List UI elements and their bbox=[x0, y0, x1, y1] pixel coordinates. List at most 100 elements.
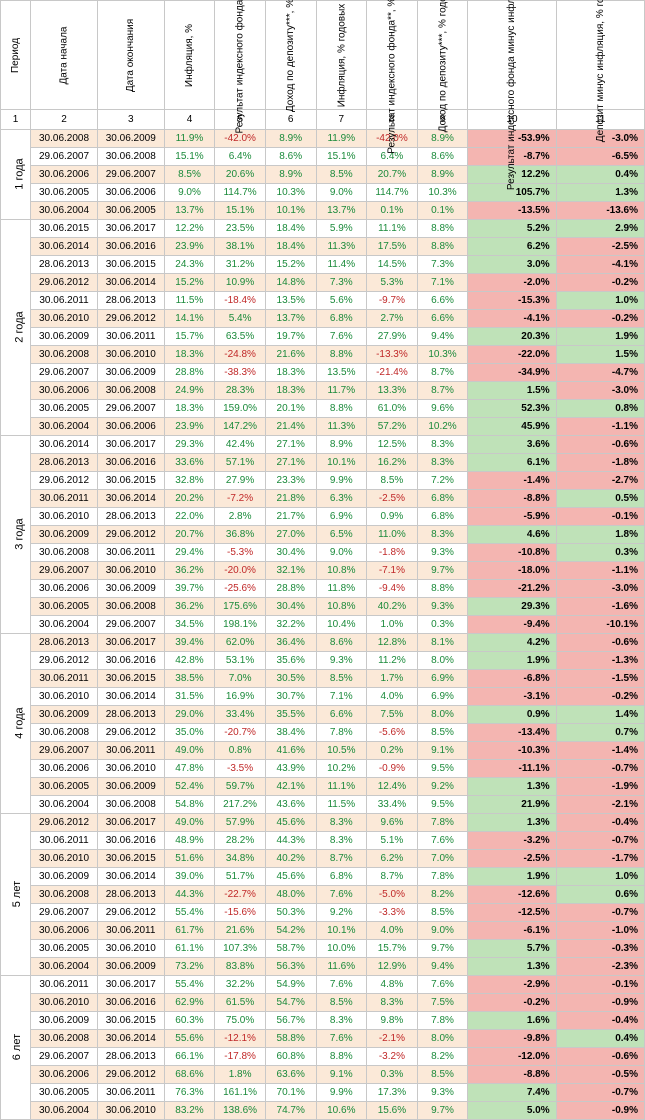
value-cell: 51.7% bbox=[215, 868, 266, 886]
date-start: 30.06.2014 bbox=[31, 436, 98, 454]
table-row: 30.06.200829.06.201235.0%-20.7%38.4%7.8%… bbox=[1, 724, 645, 742]
date-start: 30.06.2006 bbox=[31, 1066, 98, 1084]
date-end: 30.06.2010 bbox=[97, 346, 164, 364]
value-cell: 5.6% bbox=[316, 292, 367, 310]
date-start: 30.06.2009 bbox=[31, 706, 98, 724]
value-cell: 13.5% bbox=[316, 364, 367, 382]
value-cell: 8.8% bbox=[316, 1048, 367, 1066]
value-cell: 0.2% bbox=[367, 742, 418, 760]
value-cell: 23.5% bbox=[215, 220, 266, 238]
value-cell: 9.1% bbox=[417, 742, 468, 760]
value-cell: 11.3% bbox=[316, 418, 367, 436]
date-start: 30.06.2009 bbox=[31, 1012, 98, 1030]
table-row: 30.06.200530.06.200952.4%59.7%42.1%11.1%… bbox=[1, 778, 645, 796]
value-cell: 8.6% bbox=[316, 634, 367, 652]
value-cell: -13.3% bbox=[367, 346, 418, 364]
date-end: 30.06.2014 bbox=[97, 868, 164, 886]
date-end: 30.06.2011 bbox=[97, 1084, 164, 1102]
value-cell: -2.5% bbox=[556, 238, 644, 256]
table-row: 3 года30.06.201430.06.201729.3%42.4%27.1… bbox=[1, 436, 645, 454]
value-cell: 18.3% bbox=[164, 400, 215, 418]
table-row: 29.06.201230.06.201642.8%53.1%35.6%9.3%1… bbox=[1, 652, 645, 670]
value-cell: 2.7% bbox=[367, 310, 418, 328]
date-end: 30.06.2016 bbox=[97, 652, 164, 670]
value-cell: 1.8% bbox=[215, 1066, 266, 1084]
value-cell: -2.1% bbox=[367, 1030, 418, 1048]
date-start: 30.06.2006 bbox=[31, 382, 98, 400]
value-cell: -9.8% bbox=[468, 1030, 556, 1048]
value-cell: -3.2% bbox=[367, 1048, 418, 1066]
value-cell: 4.6% bbox=[468, 526, 556, 544]
table-row: 30.06.201029.06.201214.1%5.4%13.7%6.8%2.… bbox=[1, 310, 645, 328]
value-cell: 8.5% bbox=[164, 166, 215, 184]
date-end: 30.06.2015 bbox=[97, 472, 164, 490]
value-cell: 114.7% bbox=[215, 184, 266, 202]
value-cell: 38.5% bbox=[164, 670, 215, 688]
value-cell: 28.8% bbox=[164, 364, 215, 382]
value-cell: 4.0% bbox=[367, 688, 418, 706]
value-cell: 34.8% bbox=[215, 850, 266, 868]
value-cell: 8.5% bbox=[316, 166, 367, 184]
date-start: 29.06.2007 bbox=[31, 364, 98, 382]
value-cell: 14.1% bbox=[164, 310, 215, 328]
value-cell: 0.9% bbox=[367, 508, 418, 526]
value-cell: 40.2% bbox=[367, 598, 418, 616]
value-cell: 7.8% bbox=[417, 1012, 468, 1030]
date-start: 30.06.2004 bbox=[31, 796, 98, 814]
column-header: Инфляция, % bbox=[164, 1, 215, 110]
value-cell: -0.9% bbox=[556, 994, 644, 1012]
value-cell: 8.3% bbox=[417, 526, 468, 544]
period-label: 5 лет bbox=[1, 814, 31, 976]
date-start: 30.06.2004 bbox=[31, 958, 98, 976]
table-row: 30.06.200430.06.200973.2%83.8%56.3%11.6%… bbox=[1, 958, 645, 976]
date-start: 30.06.2005 bbox=[31, 940, 98, 958]
value-cell: -3.2% bbox=[468, 832, 556, 850]
value-cell: 29.4% bbox=[164, 544, 215, 562]
date-start: 30.06.2004 bbox=[31, 202, 98, 220]
value-cell: -20.0% bbox=[215, 562, 266, 580]
value-cell: 9.7% bbox=[417, 940, 468, 958]
value-cell: -18.4% bbox=[215, 292, 266, 310]
value-cell: 8.2% bbox=[417, 1048, 468, 1066]
column-header: Период bbox=[1, 1, 31, 110]
value-cell: 9.2% bbox=[316, 904, 367, 922]
value-cell: 4.2% bbox=[468, 634, 556, 652]
value-cell: 2.8% bbox=[215, 508, 266, 526]
value-cell: -22.0% bbox=[468, 346, 556, 364]
value-cell: 8.8% bbox=[316, 400, 367, 418]
date-end: 28.06.2013 bbox=[97, 1048, 164, 1066]
date-end: 30.06.2015 bbox=[97, 256, 164, 274]
value-cell: -15.3% bbox=[468, 292, 556, 310]
value-cell: -3.5% bbox=[215, 760, 266, 778]
value-cell: 1.4% bbox=[556, 706, 644, 724]
value-cell: 39.4% bbox=[164, 634, 215, 652]
value-cell: 8.0% bbox=[417, 1030, 468, 1048]
value-cell: 43.9% bbox=[265, 760, 316, 778]
value-cell: -0.1% bbox=[556, 508, 644, 526]
value-cell: 16.2% bbox=[367, 454, 418, 472]
value-cell: -22.7% bbox=[215, 886, 266, 904]
date-end: 30.06.2009 bbox=[97, 958, 164, 976]
table-row: 28.06.201330.06.201633.6%57.1%27.1%10.1%… bbox=[1, 454, 645, 472]
value-cell: 1.8% bbox=[556, 526, 644, 544]
value-cell: 9.8% bbox=[367, 1012, 418, 1030]
value-cell: -2.7% bbox=[556, 472, 644, 490]
value-cell: 7.3% bbox=[316, 274, 367, 292]
value-cell: 159.0% bbox=[215, 400, 266, 418]
value-cell: 39.7% bbox=[164, 580, 215, 598]
value-cell: -34.9% bbox=[468, 364, 556, 382]
value-cell: 60.3% bbox=[164, 1012, 215, 1030]
column-number: 3 bbox=[97, 110, 164, 130]
value-cell: 75.0% bbox=[215, 1012, 266, 1030]
value-cell: 6.8% bbox=[417, 508, 468, 526]
value-cell: 9.6% bbox=[417, 400, 468, 418]
value-cell: 8.8% bbox=[316, 346, 367, 364]
date-start: 30.06.2008 bbox=[31, 724, 98, 742]
value-cell: 9.3% bbox=[417, 544, 468, 562]
value-cell: 63.5% bbox=[215, 328, 266, 346]
value-cell: 5.1% bbox=[367, 832, 418, 850]
value-cell: 8.8% bbox=[417, 238, 468, 256]
value-cell: 28.2% bbox=[215, 832, 266, 850]
date-end: 30.06.2014 bbox=[97, 688, 164, 706]
value-cell: 8.7% bbox=[417, 364, 468, 382]
